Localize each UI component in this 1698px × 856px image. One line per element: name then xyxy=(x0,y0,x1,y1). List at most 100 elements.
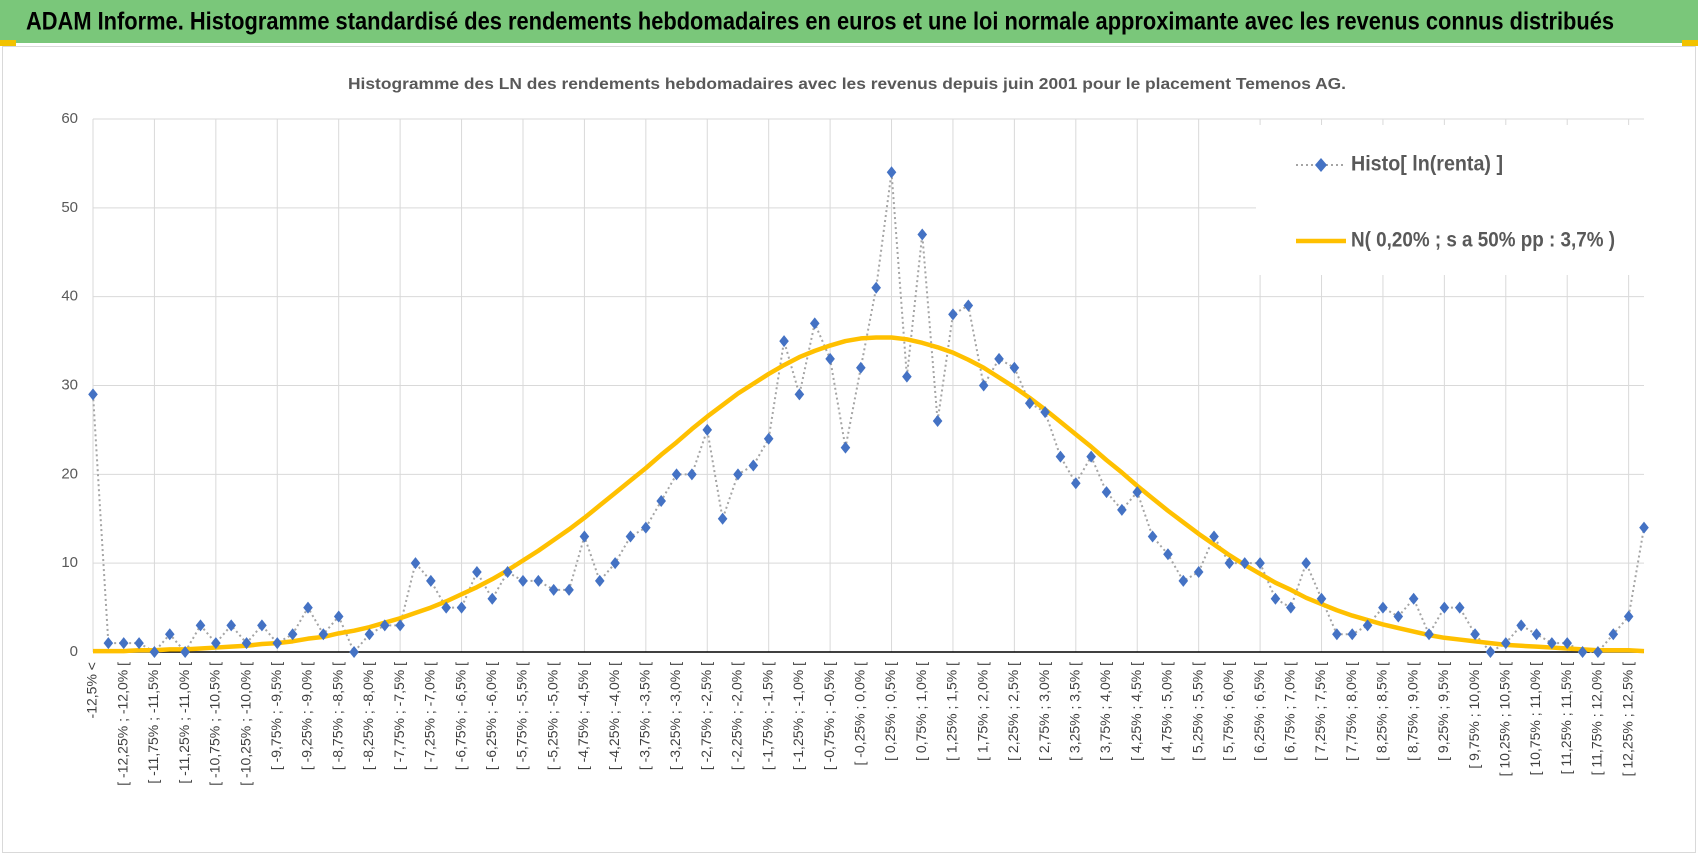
marker xyxy=(410,557,421,570)
marker xyxy=(1024,397,1035,410)
marker xyxy=(1547,637,1557,650)
x-tick-label: [ 12,25% ; 12,5% [ xyxy=(1619,662,1635,777)
x-tick-label: [ -0,75% ; -0,5% [ xyxy=(821,662,837,770)
marker xyxy=(1286,601,1296,614)
x-tick-label: [ -11,25% ; -11,0% [ xyxy=(176,662,192,784)
marker xyxy=(1378,601,1388,614)
marker xyxy=(1193,566,1204,579)
x-tick-label: [ 4,75% ; 5,0% [ xyxy=(1159,662,1175,761)
marker xyxy=(502,566,513,579)
x-tick-label: [ 8,25% ; 8,5% [ xyxy=(1374,662,1390,761)
marker xyxy=(1470,628,1480,641)
marker xyxy=(610,557,620,570)
marker xyxy=(395,619,405,632)
y-tick-label: 60 xyxy=(61,110,78,127)
marker xyxy=(1163,548,1173,561)
marker xyxy=(1439,601,1450,614)
marker xyxy=(1593,646,1603,658)
marker xyxy=(625,530,636,543)
marker xyxy=(748,459,759,472)
y-tick-label: 50 xyxy=(61,199,78,216)
marker xyxy=(917,228,928,241)
marker xyxy=(1147,530,1158,543)
marker xyxy=(1132,486,1143,499)
frame xyxy=(2,46,1696,853)
x-tick-label: [ 0,25% ; 0,5% [ xyxy=(882,662,898,761)
x-tick-label: [ 2,75% ; 3,0% [ xyxy=(1036,662,1052,761)
marker xyxy=(1608,628,1619,641)
x-tick-label: [ -1,25% ; -1,0% [ xyxy=(790,662,806,770)
x-tick-label: [ -0,25% ; 0,0% [ xyxy=(852,662,868,766)
marker xyxy=(164,628,175,641)
marker xyxy=(1562,637,1573,650)
marker xyxy=(1531,628,1542,641)
marker xyxy=(656,494,666,507)
marker xyxy=(303,601,313,614)
marker xyxy=(779,335,789,348)
y-tick-label: 20 xyxy=(61,465,78,482)
marker xyxy=(441,601,451,614)
page-title: ADAM Informe. Histogramme standardisé de… xyxy=(26,8,1614,36)
x-tick-label: [ 1,25% ; 1,5% [ xyxy=(944,662,960,761)
x-tick-label: [ 11,75% ; 12,0% [ xyxy=(1589,662,1605,775)
marker xyxy=(1639,521,1649,534)
marker xyxy=(333,610,344,623)
normal-curve xyxy=(93,335,1645,654)
x-tick-label: [ -4,25% ; -4,0% [ xyxy=(606,662,622,770)
marker xyxy=(533,574,544,587)
marker xyxy=(1485,646,1496,658)
marker xyxy=(932,415,943,428)
marker xyxy=(211,637,221,650)
marker xyxy=(1086,450,1096,463)
marker xyxy=(564,583,574,596)
marker xyxy=(1332,628,1342,641)
marker xyxy=(426,574,436,587)
x-tick-label: [ -3,25% ; -3,0% [ xyxy=(667,662,683,770)
x-tick-label: [ -10,75% ; -10,5% [ xyxy=(207,662,223,786)
marker xyxy=(349,646,359,658)
marker xyxy=(1009,361,1020,374)
marker xyxy=(1362,619,1373,632)
x-tick-label: [ -4,75% ; -4,5% [ xyxy=(575,662,591,770)
corner xyxy=(0,40,16,46)
x-tick-label: [ -7,25% ; -7,0% [ xyxy=(422,662,438,770)
x-tick-label: [ 7,75% ; 8,0% [ xyxy=(1343,662,1359,761)
marker xyxy=(472,566,482,579)
marker xyxy=(579,530,590,543)
x-tick-label: [ 8,75% ; 9,0% [ xyxy=(1404,662,1420,761)
x-tick-label: [ 7,25% ; 7,5% [ xyxy=(1312,662,1328,761)
marker xyxy=(518,574,528,587)
marker xyxy=(717,512,728,525)
marker xyxy=(1255,557,1265,570)
marker xyxy=(1347,628,1358,641)
x-tick-label: [ -7,75% ; -7,5% [ xyxy=(391,662,407,770)
marker xyxy=(687,468,697,481)
marker xyxy=(1224,557,1235,570)
marker xyxy=(948,308,958,321)
x-tick-label: [ 3,25% ; 3,5% [ xyxy=(1067,662,1083,761)
marker xyxy=(1408,592,1419,605)
marker xyxy=(1101,486,1112,499)
marker xyxy=(825,352,835,365)
marker xyxy=(1239,557,1250,570)
x-tick-label: [ 4,25% ; 4,5% [ xyxy=(1128,662,1144,761)
y-tick-label: 0 xyxy=(70,643,78,660)
marker xyxy=(226,619,237,632)
x-tick-label: [ 3,75% ; 4,0% [ xyxy=(1097,662,1113,761)
marker xyxy=(487,592,498,605)
legend-label: N( 0,20% ; s a 50% pp : 3,7% ) xyxy=(1351,229,1615,252)
marker xyxy=(1424,628,1434,641)
marker xyxy=(1040,406,1050,419)
marker xyxy=(1178,574,1189,587)
x-tick-label: [ -3,75% ; -3,5% [ xyxy=(637,662,653,770)
x-tick-label: [ -2,75% ; -2,5% [ xyxy=(698,662,714,770)
marker xyxy=(886,166,897,179)
marker xyxy=(241,637,252,650)
legend-marker xyxy=(1315,158,1327,172)
marker xyxy=(318,628,329,641)
x-tick-label: [ -6,75% ; -6,5% [ xyxy=(452,662,468,770)
x-tick-label: [ -6,25% ; -6,0% [ xyxy=(483,662,499,770)
marker xyxy=(840,441,851,454)
marker xyxy=(733,468,743,481)
marker xyxy=(809,317,820,330)
